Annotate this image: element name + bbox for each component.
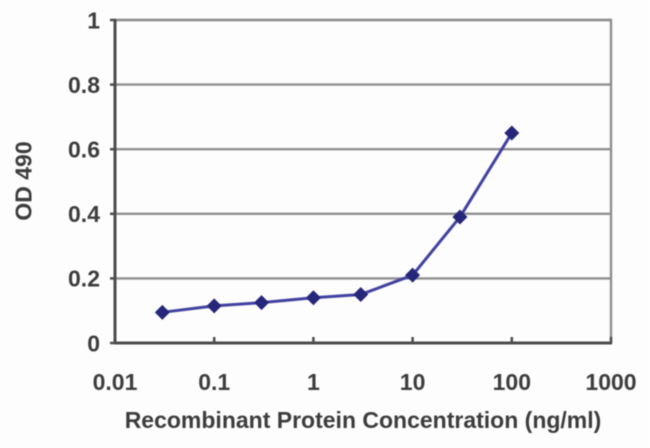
y-tick-label: 0.2 xyxy=(68,266,100,292)
data-point-marker xyxy=(254,295,270,311)
data-point-marker xyxy=(154,304,170,320)
plot-area xyxy=(115,20,611,343)
data-point-marker xyxy=(353,287,369,303)
y-tick-label: 0.6 xyxy=(68,136,100,162)
data-point-marker xyxy=(452,209,468,225)
y-tick-label: 0 xyxy=(87,330,100,356)
x-tick-label: 0.1 xyxy=(198,369,230,395)
x-tick-label: 100 xyxy=(493,369,531,395)
data-point-marker xyxy=(206,298,222,314)
x-tick-label: 10 xyxy=(400,369,426,395)
series-line xyxy=(160,131,514,314)
y-tick-label: 1 xyxy=(87,7,100,33)
x-tick-label: 1 xyxy=(307,369,320,395)
data-point-marker xyxy=(504,125,520,141)
y-tick-label: 0.8 xyxy=(68,72,100,98)
data-point-marker xyxy=(405,267,421,283)
y-tick-label: 0.4 xyxy=(68,201,100,227)
data-point-marker xyxy=(305,290,321,306)
x-tick-label: 1000 xyxy=(585,369,636,395)
x-tick-label: 0.01 xyxy=(93,369,138,395)
